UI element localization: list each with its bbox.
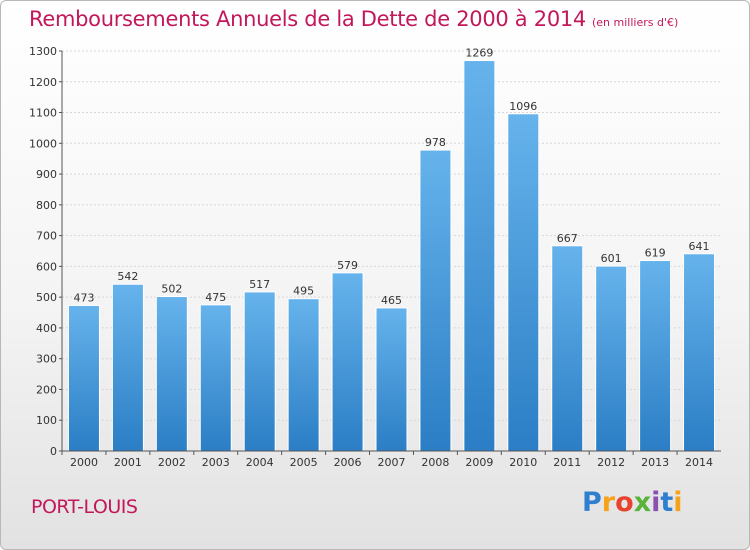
- data-label-2010: 1096: [509, 100, 537, 113]
- x-tick-label-2010: 2010: [509, 456, 537, 469]
- data-label-2013: 619: [645, 247, 666, 260]
- y-tick-label: 300: [36, 353, 57, 366]
- x-tick-label-2009: 2009: [465, 456, 493, 469]
- logo-letter-3: o: [615, 487, 634, 518]
- bar-2010[interactable]: [507, 113, 540, 452]
- x-tick-label-2000: 2000: [70, 456, 98, 469]
- data-label-2008: 978: [425, 136, 446, 149]
- data-label-2009: 1269: [465, 47, 493, 60]
- place-name: PORT-LOUIS: [31, 496, 138, 518]
- y-tick-label: 700: [36, 230, 57, 243]
- bar-2012[interactable]: [595, 265, 628, 452]
- x-tick-label-2003: 2003: [202, 456, 230, 469]
- chart-unit: (en milliers d'€): [592, 16, 679, 29]
- data-label-2000: 473: [73, 291, 94, 304]
- bar-2004[interactable]: [243, 291, 276, 452]
- chart-title: Remboursements Annuels de la Dette de 20…: [29, 7, 678, 31]
- bar-2007[interactable]: [375, 307, 408, 452]
- x-tick-label-2013: 2013: [641, 456, 669, 469]
- x-tick-label-2012: 2012: [597, 456, 625, 469]
- data-label-2007: 465: [381, 294, 402, 307]
- axes: [61, 51, 721, 452]
- logo-letter-6: t: [660, 487, 674, 518]
- bar-2009[interactable]: [463, 60, 496, 452]
- y-tick-label: 400: [36, 322, 57, 335]
- x-tick-labels: 2000 2001 2002 2003 2004 2005 2006 2007 2008 2009…: [70, 456, 713, 469]
- data-label-2002: 502: [161, 283, 182, 296]
- x-tick-label-2014: 2014: [685, 456, 713, 469]
- y-tick-label: 1000: [29, 137, 57, 150]
- y-tick-label: 200: [36, 383, 57, 396]
- x-tick-label-2011: 2011: [553, 456, 581, 469]
- x-tick-label-2004: 2004: [246, 456, 274, 469]
- data-label-2005: 495: [293, 285, 314, 298]
- data-label-2012: 601: [601, 252, 622, 265]
- bar-2008[interactable]: [419, 149, 452, 452]
- bar-2006[interactable]: [331, 272, 364, 452]
- logo-letter-2: r: [601, 487, 616, 518]
- bar-2001[interactable]: [111, 283, 144, 452]
- bar-2002[interactable]: [155, 296, 188, 452]
- x-tick-label-2005: 2005: [290, 456, 318, 469]
- y-tick-label: 1200: [29, 76, 57, 89]
- data-label-2001: 542: [117, 270, 138, 283]
- data-label-2004: 517: [249, 278, 270, 291]
- logo-letter-7: i: [673, 487, 683, 518]
- data-label-2014: 641: [689, 240, 710, 253]
- bar-2014[interactable]: [683, 253, 716, 452]
- bar-2005[interactable]: [287, 298, 320, 452]
- y-tick-label: 0: [50, 445, 57, 458]
- data-label-2011: 667: [557, 232, 578, 245]
- x-tick-label-2001: 2001: [114, 456, 142, 469]
- bar-2013[interactable]: [639, 260, 672, 452]
- x-tick-label-2008: 2008: [421, 456, 449, 469]
- logo-letter-1: P: [582, 487, 602, 518]
- y-tick-label: 1300: [29, 45, 57, 58]
- bar-2011[interactable]: [551, 245, 584, 452]
- data-labels: 473 542 502 475 517 495 579 465 978 1269 1096 667 60…: [73, 47, 709, 307]
- proxiti-logo[interactable]: Proxiti: [582, 487, 683, 518]
- y-tick-label: 900: [36, 168, 57, 181]
- logo-letter-4: x: [633, 487, 652, 518]
- bar-2003[interactable]: [199, 304, 232, 452]
- y-tick-label: 1100: [29, 107, 57, 120]
- x-tick-label-2002: 2002: [158, 456, 186, 469]
- y-tick-label: 500: [36, 291, 57, 304]
- x-tick-label-2007: 2007: [378, 456, 406, 469]
- x-tick-label-2006: 2006: [334, 456, 362, 469]
- chart-title-text: Remboursements Annuels de la Dette de 20…: [29, 7, 586, 31]
- y-tick-label: 600: [36, 260, 57, 273]
- data-label-2006: 579: [337, 259, 358, 272]
- logo-letter-5: i: [651, 487, 661, 518]
- bars: [61, 60, 716, 455]
- y-tick-label: 800: [36, 199, 57, 212]
- y-tick-label: 100: [36, 414, 57, 427]
- y-tick-labels: 0 100 200 300 400 500 600 700 800 900 1000 1100 1200…: [29, 45, 57, 458]
- data-label-2003: 475: [205, 291, 226, 304]
- bar-2000[interactable]: [67, 304, 100, 452]
